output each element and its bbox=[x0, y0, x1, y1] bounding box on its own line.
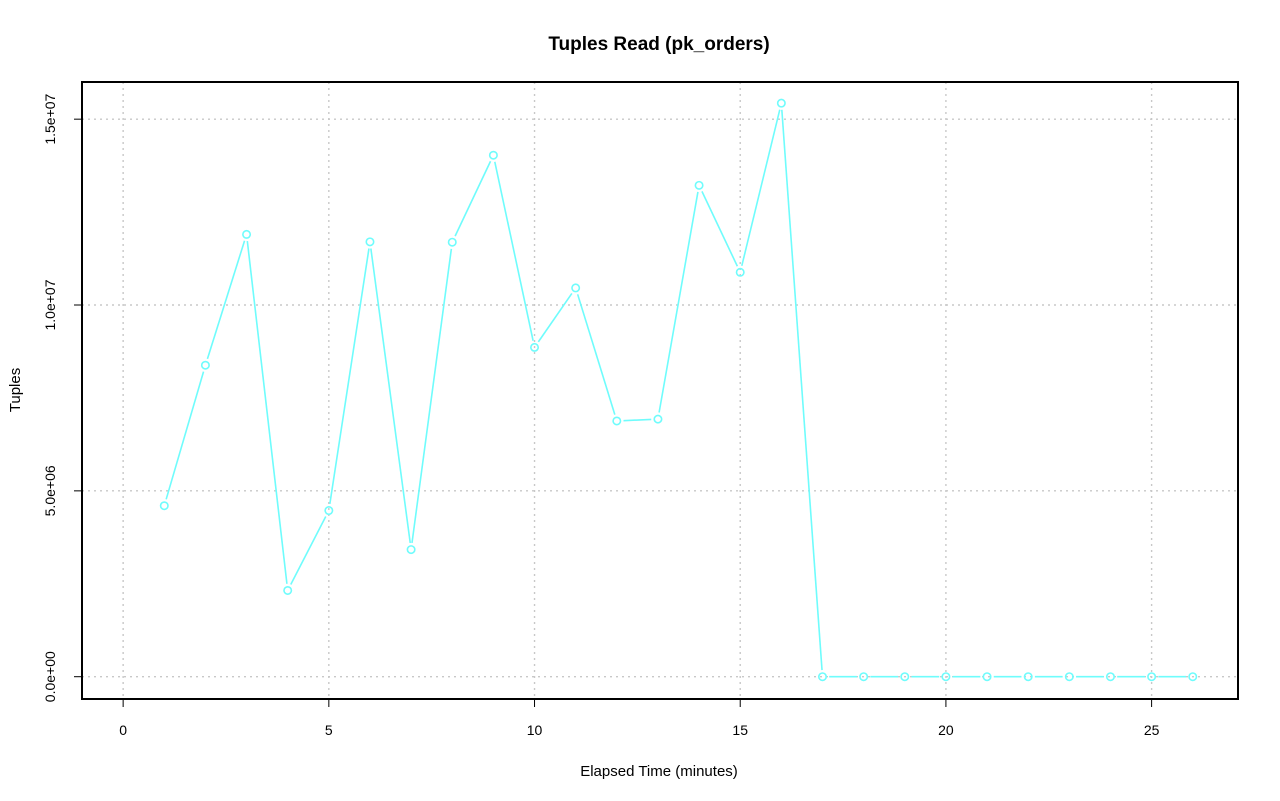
series-segment bbox=[454, 160, 492, 237]
y-axis: 0.0e+00 5.0e+06 1.0e+07 1.5e+07 bbox=[42, 93, 83, 702]
data-point bbox=[242, 229, 252, 239]
y-tick-label: 0.0e+00 bbox=[42, 651, 58, 702]
data-point bbox=[612, 416, 622, 426]
series-segment bbox=[658, 191, 699, 413]
data-point bbox=[200, 360, 210, 370]
data-point bbox=[1105, 672, 1115, 682]
data-point bbox=[941, 672, 951, 682]
data-point bbox=[571, 283, 581, 293]
y-tick-label: 1.5e+07 bbox=[42, 93, 58, 144]
data-point bbox=[982, 672, 992, 682]
data-point bbox=[365, 237, 375, 247]
data-point bbox=[1147, 672, 1157, 682]
x-tick-label: 5 bbox=[325, 722, 333, 738]
plot-frame bbox=[81, 81, 1239, 700]
data-point bbox=[488, 150, 498, 160]
series-segment bbox=[206, 240, 246, 360]
x-axis-label: Elapsed Time (minutes) bbox=[580, 763, 738, 780]
series-segment bbox=[623, 418, 652, 422]
data-point bbox=[653, 414, 663, 424]
series-segment bbox=[576, 294, 616, 415]
data-point bbox=[159, 501, 169, 511]
data-series bbox=[159, 98, 1198, 682]
data-point bbox=[324, 506, 334, 516]
data-point bbox=[283, 585, 293, 595]
x-tick-label: 25 bbox=[1144, 722, 1160, 738]
x-tick-label: 15 bbox=[732, 722, 748, 738]
data-point bbox=[694, 180, 704, 190]
x-tick-label: 0 bbox=[119, 722, 127, 738]
data-point bbox=[900, 672, 910, 682]
series-segment bbox=[411, 248, 453, 544]
data-point bbox=[859, 672, 869, 682]
data-point bbox=[447, 237, 457, 247]
x-tick-label: 20 bbox=[938, 722, 954, 738]
data-point bbox=[817, 672, 827, 682]
data-point bbox=[776, 98, 786, 108]
y-axis-label: Tuples bbox=[7, 368, 24, 412]
series-segment bbox=[165, 371, 205, 500]
series-segment bbox=[701, 191, 739, 267]
grid bbox=[82, 82, 1238, 699]
data-point bbox=[530, 342, 540, 352]
series-segment bbox=[370, 248, 412, 544]
series-segment bbox=[329, 248, 370, 505]
x-tick-label: 10 bbox=[527, 722, 543, 738]
series-segment bbox=[741, 109, 781, 266]
data-point bbox=[1188, 672, 1198, 682]
series-segment bbox=[494, 161, 534, 342]
x-axis: 0 5 10 15 20 25 bbox=[119, 698, 1160, 738]
series-segment bbox=[537, 292, 573, 343]
y-tick-label: 5.0e+06 bbox=[42, 465, 58, 516]
data-point bbox=[1064, 672, 1074, 682]
data-point bbox=[1023, 672, 1033, 682]
series-segment bbox=[290, 516, 327, 585]
data-point bbox=[406, 545, 416, 555]
y-tick-label: 1.0e+07 bbox=[42, 279, 58, 330]
chart-title: Tuples Read (pk_orders) bbox=[548, 34, 769, 55]
data-point bbox=[735, 267, 745, 277]
series-segment bbox=[781, 109, 823, 671]
series-segment bbox=[246, 240, 288, 584]
